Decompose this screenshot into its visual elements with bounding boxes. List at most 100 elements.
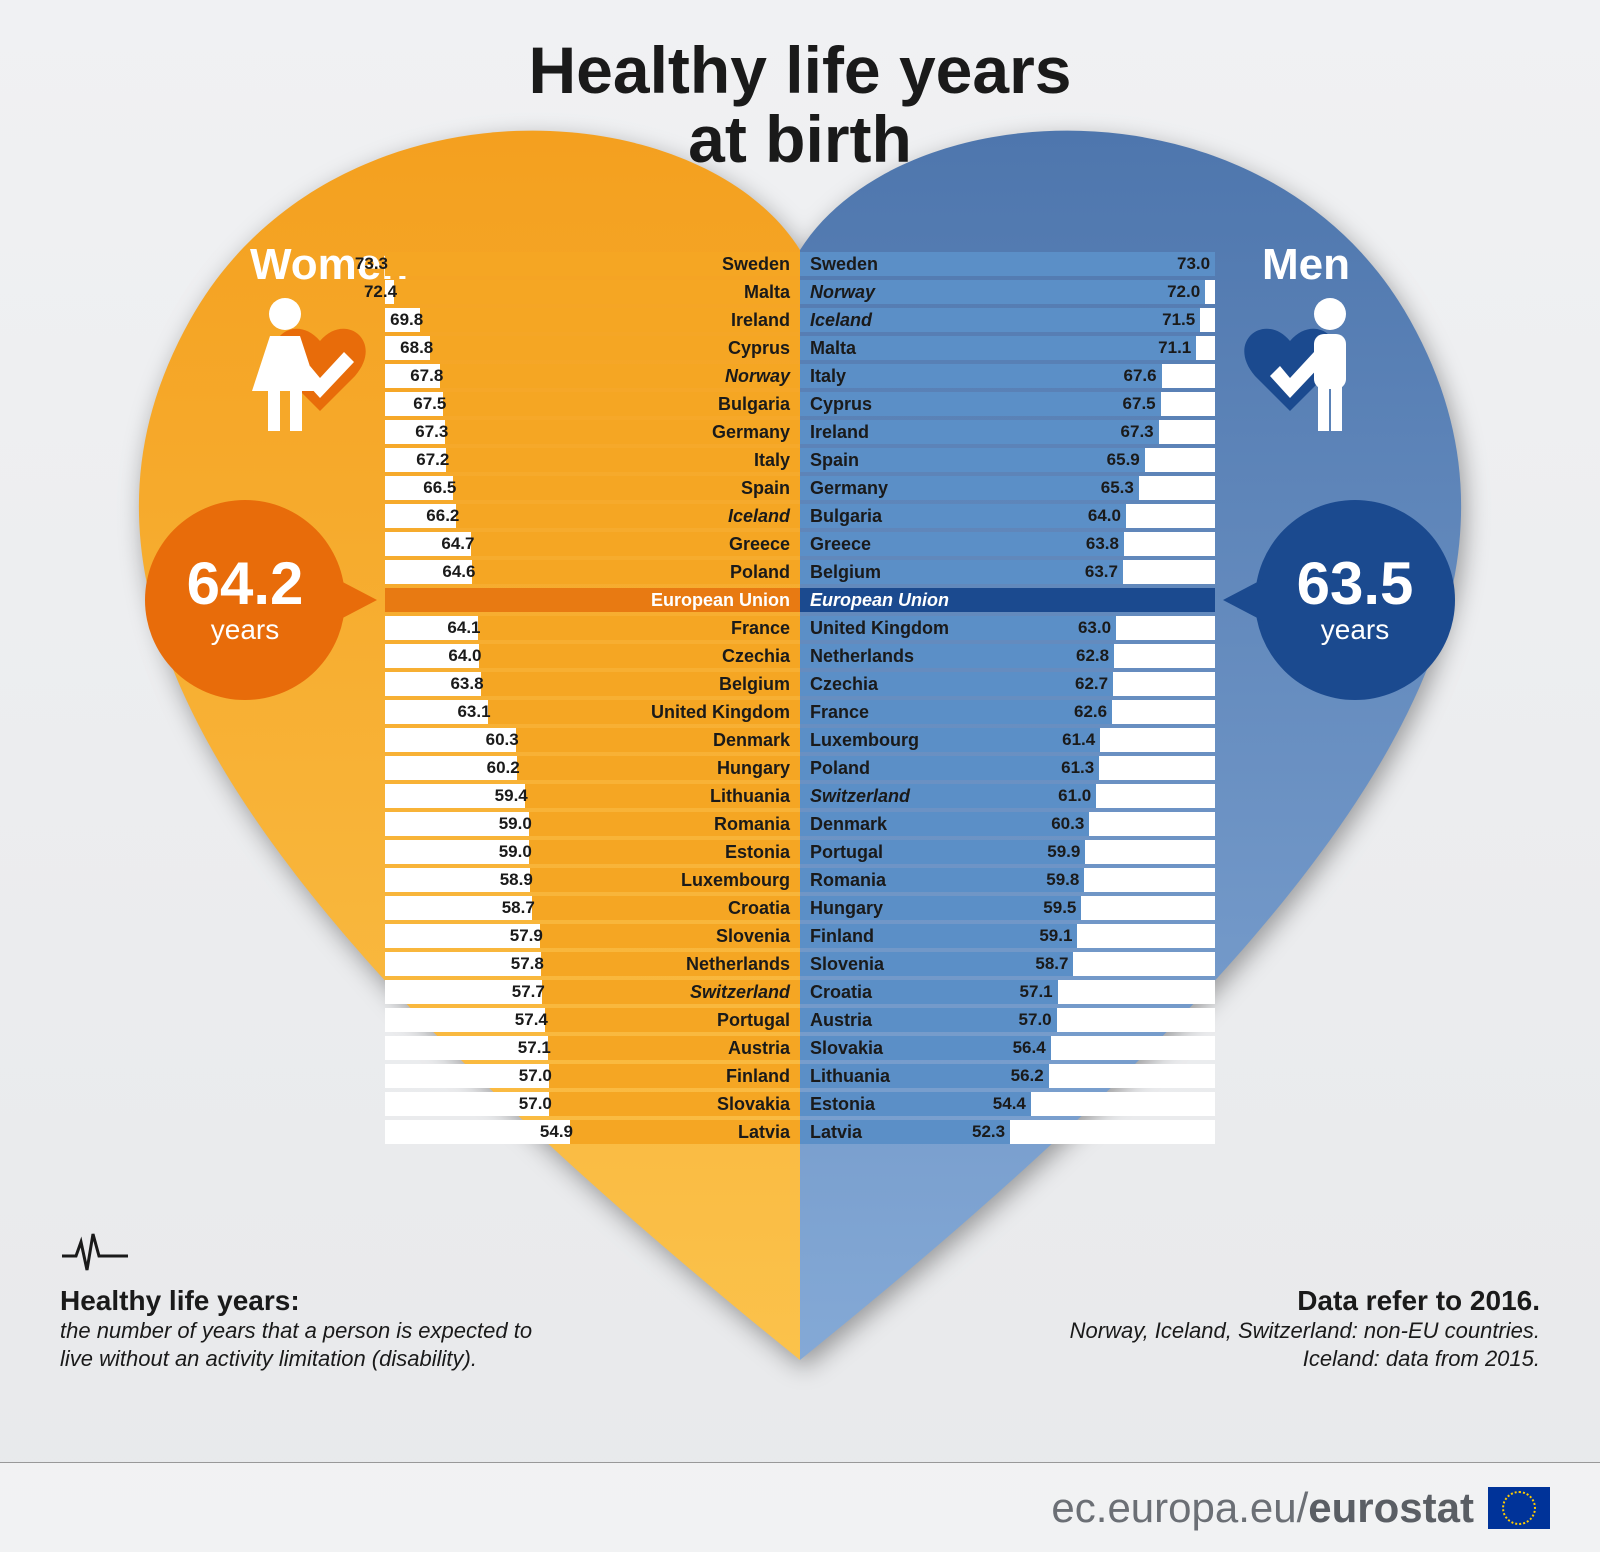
reference-line-1: Norway, Iceland, Switzerland: non-EU cou… xyxy=(1070,1317,1540,1345)
bar xyxy=(446,448,800,472)
country-name: Slovenia xyxy=(716,926,790,947)
women-row: Malta72.4 xyxy=(385,280,800,304)
men-row: Luxembourg61.4 xyxy=(800,728,1215,752)
women-row: Sweden73.3 xyxy=(385,252,800,276)
country-name: Slovenia xyxy=(810,954,884,975)
women-row: Bulgaria67.5 xyxy=(385,392,800,416)
data-rows: Sweden73.3 Malta72.4 Ireland69.8 Cyprus68.8… xyxy=(385,252,1215,1144)
country-name: Czechia xyxy=(810,674,878,695)
country-name: Portugal xyxy=(717,1010,790,1031)
country-name: United Kingdom xyxy=(651,702,790,723)
women-row: Greece 64.7 xyxy=(385,532,800,556)
country-value: 73.0 xyxy=(1177,254,1210,274)
women-row: United Kingdom63.1 xyxy=(385,700,800,724)
country-name: Denmark xyxy=(810,814,887,835)
women-row: Norway67.8 xyxy=(385,364,800,388)
women-column: Sweden73.3 Malta72.4 Ireland69.8 Cyprus68.8… xyxy=(385,252,800,1144)
country-value: 67.5 xyxy=(1123,394,1156,414)
country-value: 63.7 xyxy=(1085,562,1118,582)
men-row: Slovenia 58.7 xyxy=(800,952,1215,976)
country-value: 63.0 xyxy=(1078,618,1111,638)
country-value: 64.7 xyxy=(441,534,474,554)
country-name: Belgium xyxy=(810,562,881,583)
women-row: Hungary60.2 xyxy=(385,756,800,780)
country-value: 52.3 xyxy=(972,1122,1005,1142)
men-row: Greece63.8 xyxy=(800,532,1215,556)
country-name: Romania xyxy=(714,814,790,835)
country-value: 71.1 xyxy=(1158,338,1191,358)
women-row: Italy67.2 xyxy=(385,448,800,472)
men-row: Poland61.3 xyxy=(800,756,1215,780)
men-row: Spain 65.9 xyxy=(800,448,1215,472)
country-value: 59.1 xyxy=(1039,926,1072,946)
country-name: Spain xyxy=(810,450,859,471)
country-name: Latvia xyxy=(738,1122,790,1143)
men-row: Portugal59.9 xyxy=(800,840,1215,864)
men-row: Malta 71.1 xyxy=(800,336,1215,360)
country-name: Greece xyxy=(729,534,790,555)
bar xyxy=(800,336,1196,360)
men-row: Lithuania56.2 xyxy=(800,1064,1215,1088)
men-label: Men xyxy=(1262,240,1350,290)
country-value: 63.8 xyxy=(450,674,483,694)
country-value: 58.7 xyxy=(1035,954,1068,974)
country-name: Germany xyxy=(810,478,888,499)
country-value: 62.7 xyxy=(1075,674,1108,694)
country-name: Finland xyxy=(726,1066,790,1087)
country-value: 61.3 xyxy=(1061,758,1094,778)
country-name: Bulgaria xyxy=(810,506,882,527)
country-value: 62.6 xyxy=(1074,702,1107,722)
men-row: Latvia52.3 xyxy=(800,1120,1215,1144)
country-name: Netherlands xyxy=(810,646,914,667)
pulse-icon xyxy=(60,1230,540,1279)
country-value: 54.4 xyxy=(993,1094,1026,1114)
country-name: Ireland xyxy=(810,422,869,443)
women-row: Slovenia57.9 xyxy=(385,924,800,948)
country-value: 67.5 xyxy=(413,394,446,414)
country-value: 67.3 xyxy=(1121,422,1154,442)
footer: ec.europa.eu/eurostat xyxy=(0,1462,1600,1552)
men-row: Czechia 62.7 xyxy=(800,672,1215,696)
men-row: Norway72.0 xyxy=(800,280,1215,304)
country-name: Cyprus xyxy=(810,394,872,415)
women-row: Ireland69.8 xyxy=(385,308,800,332)
country-name: Croatia xyxy=(728,898,790,919)
women-row: France64.1 xyxy=(385,616,800,640)
country-name: European Union xyxy=(651,590,790,611)
women-row: Cyprus68.8 xyxy=(385,336,800,360)
country-value: 65.3 xyxy=(1101,478,1134,498)
women-avg-unit: years xyxy=(211,614,279,646)
country-name: France xyxy=(810,702,869,723)
men-row: Slovakia56.4 xyxy=(800,1036,1215,1060)
women-icon xyxy=(250,296,370,441)
country-value: 59.4 xyxy=(495,786,528,806)
women-row: Netherlands57.8 xyxy=(385,952,800,976)
country-name: Portugal xyxy=(810,842,883,863)
country-value: 72.4 xyxy=(364,282,397,302)
men-row: Croatia57.1 xyxy=(800,980,1215,1004)
women-row: Finland 57.0 xyxy=(385,1064,800,1088)
country-value: 58.7 xyxy=(502,898,535,918)
country-value: 57.4 xyxy=(515,1010,548,1030)
women-row: Romania59.0 xyxy=(385,812,800,836)
country-name: Malta xyxy=(744,282,790,303)
country-value: 72.0 xyxy=(1167,282,1200,302)
country-name: Estonia xyxy=(810,1094,875,1115)
definition-block: Healthy life years: the number of years … xyxy=(60,1230,540,1372)
women-row: Latvia54.9 xyxy=(385,1120,800,1144)
country-value: 64.1 xyxy=(447,618,480,638)
men-row: Sweden73.0 xyxy=(800,252,1215,276)
country-value: 57.0 xyxy=(519,1066,552,1086)
men-row: European Union xyxy=(800,588,1215,612)
footer-url: ec.europa.eu/eurostat xyxy=(1051,1484,1474,1532)
women-row: Switzerland57.7 xyxy=(385,980,800,1004)
country-name: Sweden xyxy=(722,254,790,275)
country-name: Spain xyxy=(741,478,790,499)
country-value: 61.0 xyxy=(1058,786,1091,806)
country-name: Malta xyxy=(810,338,856,359)
women-row: Luxembourg58.9 xyxy=(385,868,800,892)
country-value: 57.1 xyxy=(518,1038,551,1058)
country-value: 57.0 xyxy=(1019,1010,1052,1030)
country-name: Poland xyxy=(730,562,790,583)
country-value: 65.9 xyxy=(1107,450,1140,470)
